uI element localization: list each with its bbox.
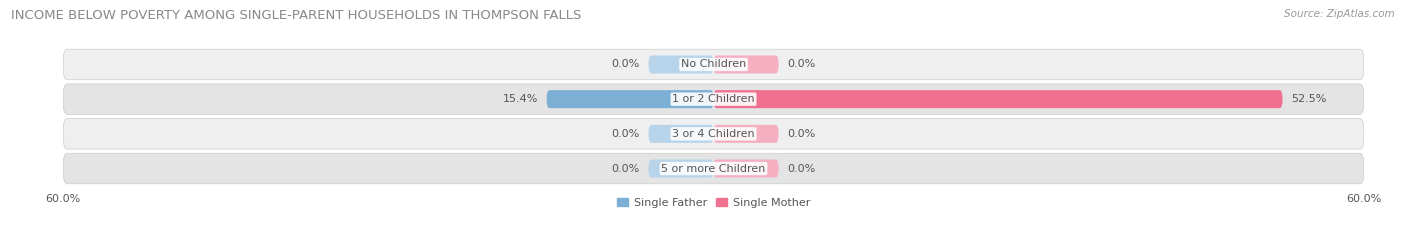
Text: 1 or 2 Children: 1 or 2 Children (672, 94, 755, 104)
Text: 0.0%: 0.0% (787, 129, 815, 139)
Text: 15.4%: 15.4% (502, 94, 538, 104)
FancyBboxPatch shape (63, 153, 1364, 184)
Text: 5 or more Children: 5 or more Children (661, 164, 766, 174)
Text: 3 or 4 Children: 3 or 4 Children (672, 129, 755, 139)
FancyBboxPatch shape (63, 49, 1364, 80)
FancyBboxPatch shape (713, 125, 779, 143)
FancyBboxPatch shape (63, 84, 1364, 114)
Text: Source: ZipAtlas.com: Source: ZipAtlas.com (1284, 9, 1395, 19)
Text: 0.0%: 0.0% (612, 129, 640, 139)
Text: INCOME BELOW POVERTY AMONG SINGLE-PARENT HOUSEHOLDS IN THOMPSON FALLS: INCOME BELOW POVERTY AMONG SINGLE-PARENT… (11, 9, 582, 22)
FancyBboxPatch shape (648, 160, 713, 178)
FancyBboxPatch shape (648, 55, 713, 73)
FancyBboxPatch shape (547, 90, 713, 108)
FancyBboxPatch shape (713, 55, 779, 73)
Legend: Single Father, Single Mother: Single Father, Single Mother (613, 193, 814, 212)
Text: 52.5%: 52.5% (1291, 94, 1327, 104)
FancyBboxPatch shape (63, 119, 1364, 149)
Text: 0.0%: 0.0% (787, 164, 815, 174)
FancyBboxPatch shape (648, 125, 713, 143)
Text: 0.0%: 0.0% (787, 59, 815, 69)
Text: No Children: No Children (681, 59, 747, 69)
Text: 0.0%: 0.0% (612, 59, 640, 69)
FancyBboxPatch shape (713, 90, 1282, 108)
Text: 0.0%: 0.0% (612, 164, 640, 174)
FancyBboxPatch shape (713, 160, 779, 178)
